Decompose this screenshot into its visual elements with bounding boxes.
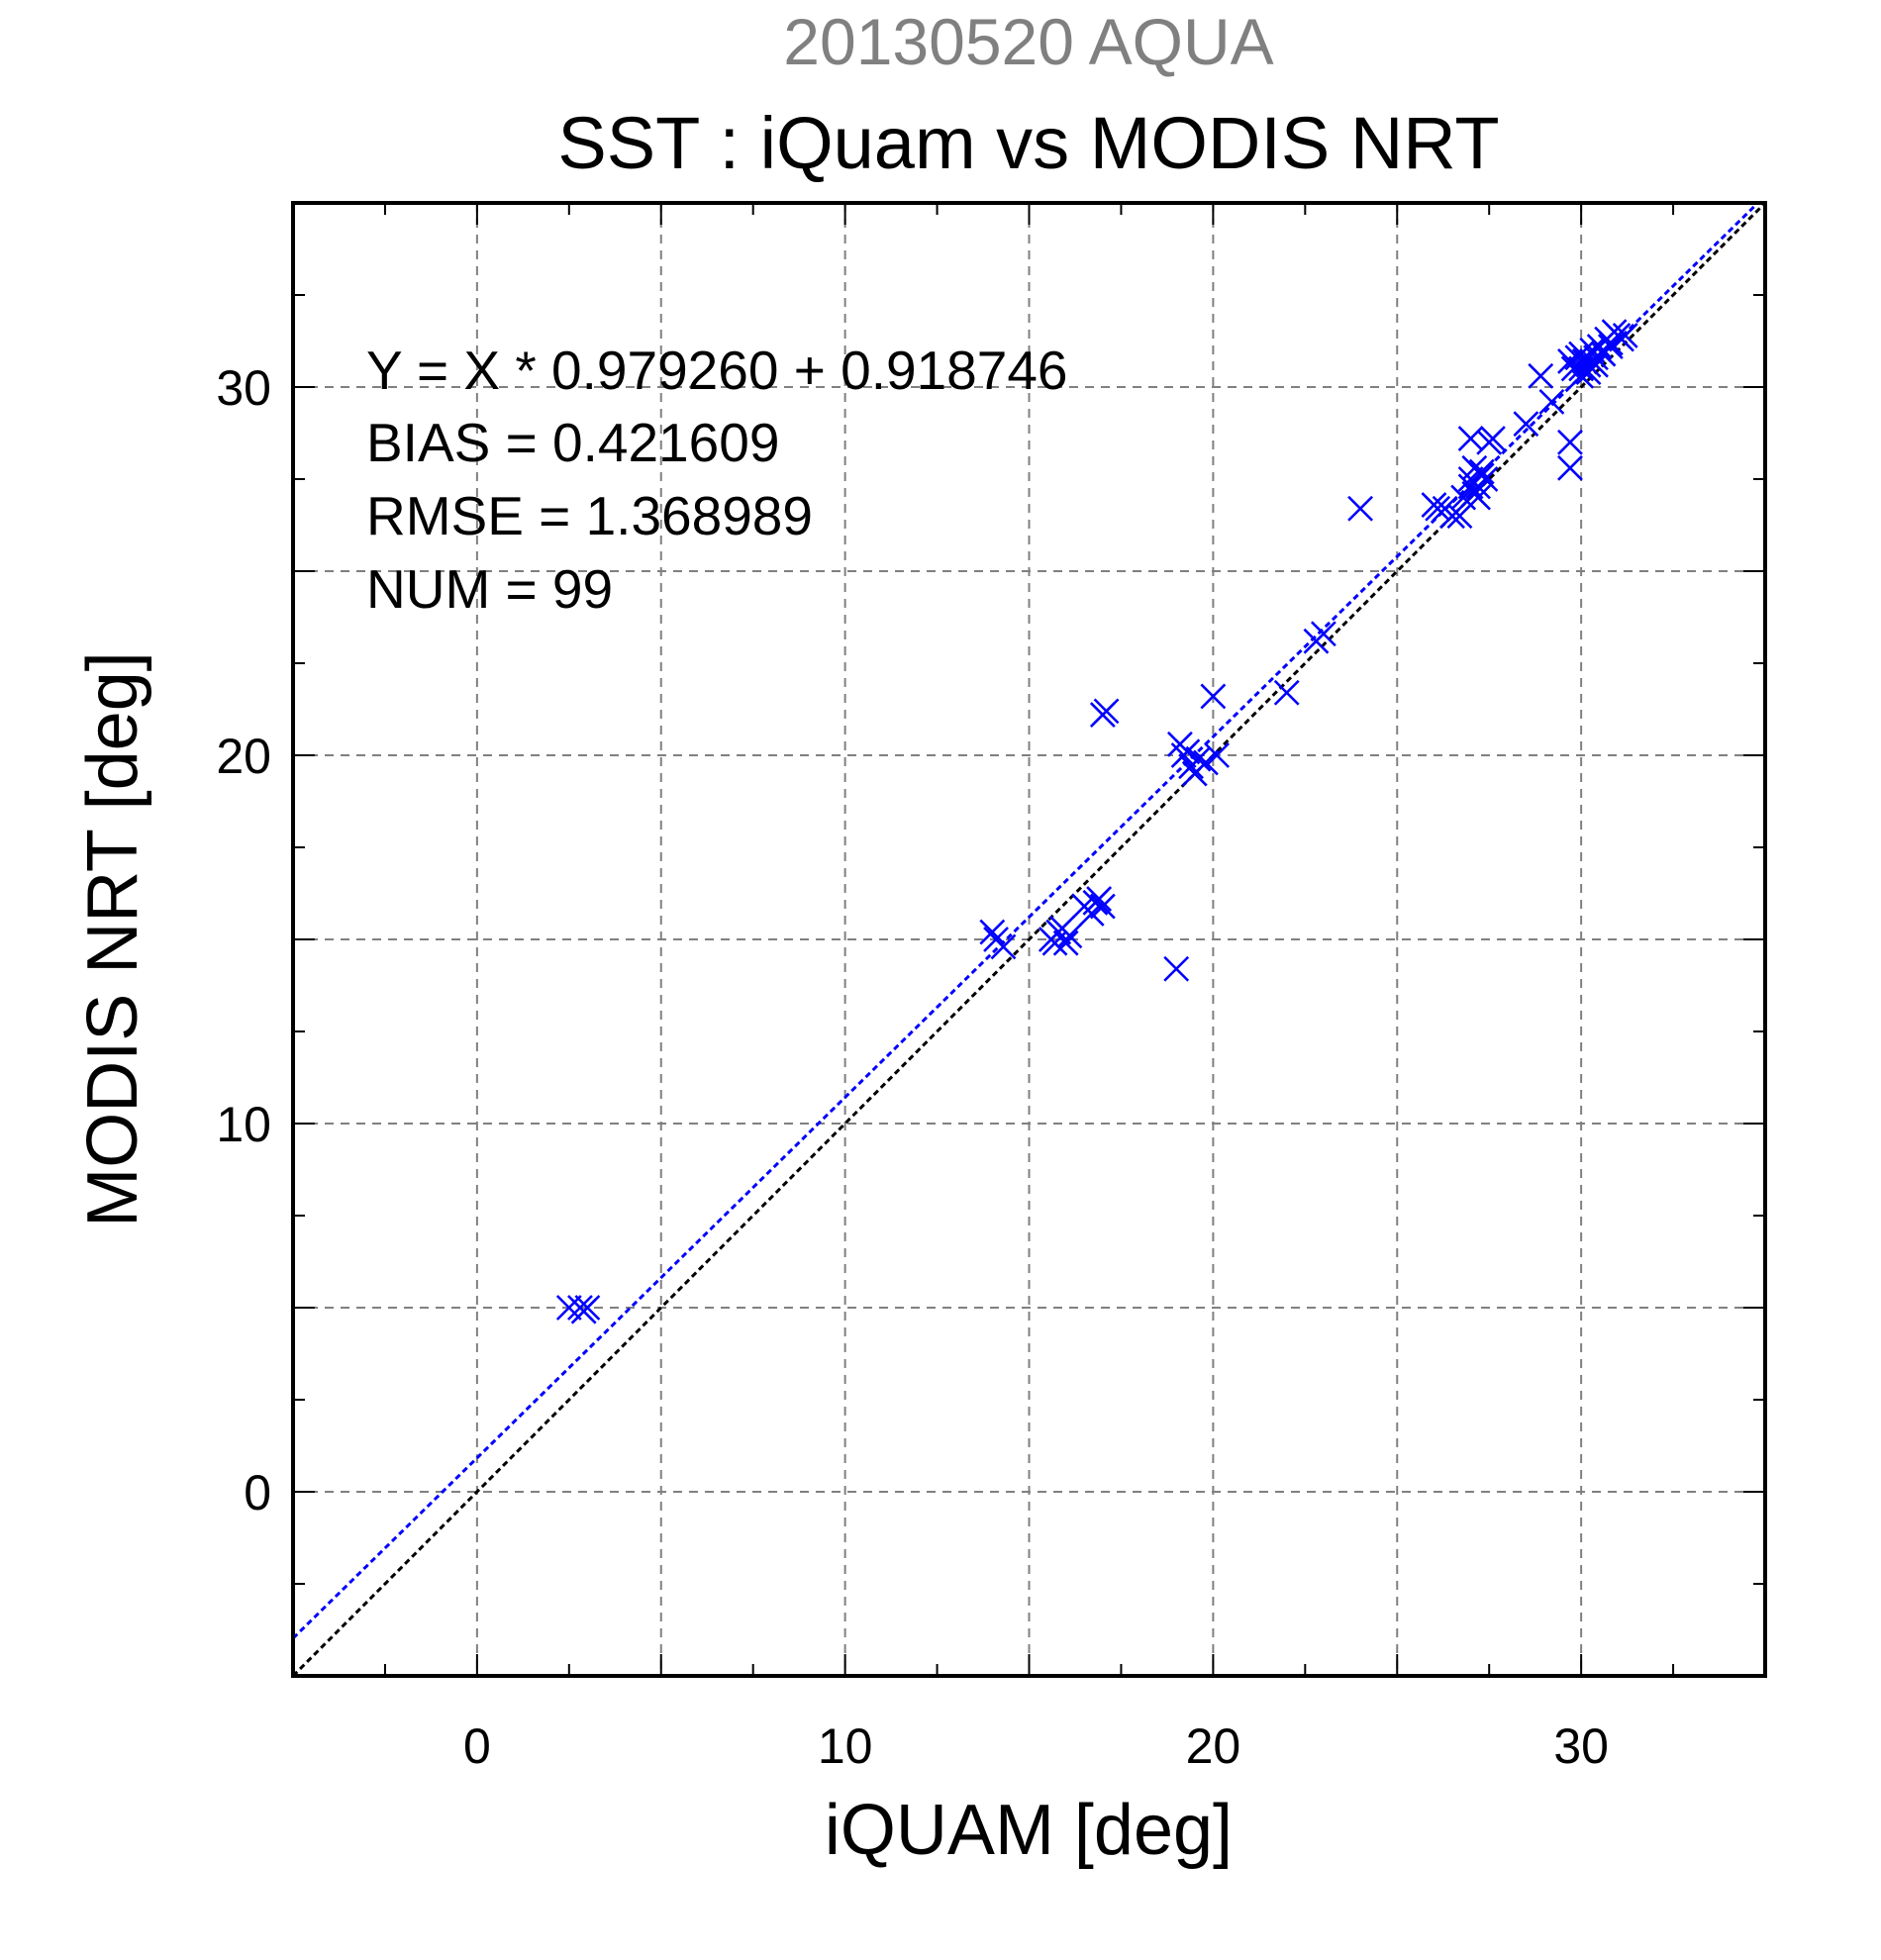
data-point — [555, 1295, 582, 1321]
y-tick-label: 10 — [216, 1097, 271, 1152]
data-point — [1479, 426, 1506, 451]
data-point — [1513, 411, 1539, 438]
data-point — [1461, 480, 1488, 507]
data-point — [1425, 495, 1451, 522]
x-tick-label: 30 — [1553, 1718, 1609, 1774]
data-point — [1528, 362, 1554, 389]
data-point — [1056, 923, 1083, 949]
one-to-one-line — [293, 203, 1765, 1676]
y-tick-label: 20 — [216, 729, 271, 784]
regression-line — [293, 203, 1760, 1640]
data-point — [1052, 930, 1079, 956]
data-point — [990, 933, 1017, 960]
y-axis-label: MODIS NRT [deg] — [73, 651, 152, 1227]
stat-bias: BIAS = 0.421609 — [366, 412, 779, 473]
data-point — [1089, 893, 1116, 920]
data-point — [1439, 503, 1465, 530]
data-point — [979, 919, 1006, 945]
grid — [293, 203, 1765, 1676]
data-point — [1557, 429, 1583, 455]
y-tick-labels: 0 10 20 30 — [216, 360, 271, 1520]
chart-title: 20130520 AQUA — [783, 5, 1273, 78]
data-point — [1568, 362, 1595, 389]
y-tick-label: 0 — [244, 1465, 271, 1520]
data-point — [1472, 466, 1499, 492]
data-point — [1086, 886, 1113, 912]
data-point — [1468, 458, 1495, 485]
x-tick-label: 0 — [463, 1718, 491, 1774]
data-point — [1204, 742, 1231, 768]
data-point — [1174, 738, 1201, 765]
stat-num: NUM = 99 — [366, 558, 613, 620]
x-tick-label: 20 — [1186, 1718, 1241, 1774]
data-point — [1597, 334, 1624, 359]
data-point — [1557, 454, 1583, 481]
x-tick-labels: 0 10 20 30 — [463, 1718, 1609, 1774]
x-tick-label: 10 — [818, 1718, 873, 1774]
data-points — [555, 319, 1638, 1324]
data-point — [1347, 495, 1373, 522]
data-point — [1612, 323, 1638, 348]
data-point — [1457, 426, 1484, 451]
data-point — [1273, 679, 1300, 706]
data-point — [1093, 698, 1120, 725]
data-point — [1193, 749, 1219, 776]
data-point — [1583, 351, 1609, 378]
stat-equation: Y = X * 0.979260 + 0.918746 — [366, 340, 1068, 401]
chart-subtitle: SST : iQuam vs MODIS NRT — [557, 102, 1499, 184]
data-point — [1457, 473, 1484, 500]
data-point — [1538, 388, 1565, 415]
plot-frame — [291, 201, 1767, 1678]
y-tick-label: 30 — [216, 360, 271, 416]
data-point — [1310, 621, 1336, 647]
data-point — [1200, 683, 1227, 710]
data-point — [1163, 955, 1190, 982]
x-axis-label: iQUAM [deg] — [825, 1791, 1233, 1870]
data-point — [574, 1295, 601, 1321]
stat-rmse: RMSE = 1.368989 — [366, 485, 813, 546]
